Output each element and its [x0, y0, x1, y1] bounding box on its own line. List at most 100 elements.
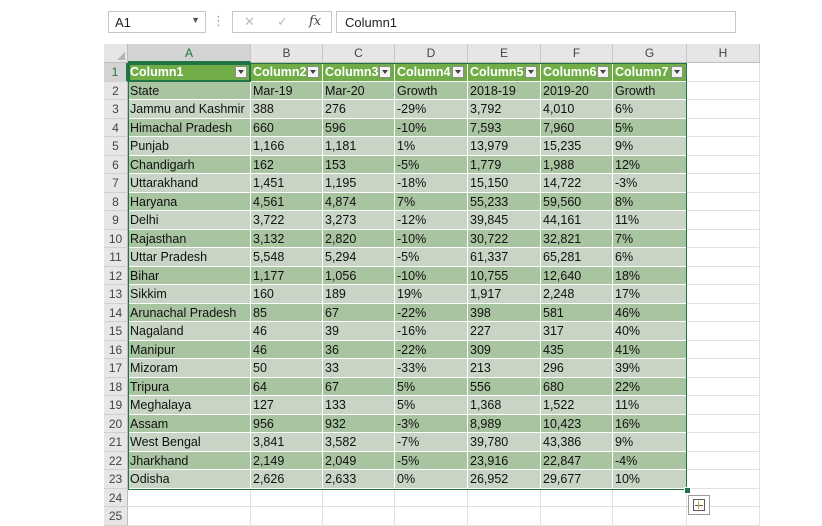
empty-cell[interactable]: [687, 63, 760, 82]
table-cell[interactable]: Mizoram: [128, 359, 251, 378]
empty-cell[interactable]: [251, 488, 323, 507]
filter-dropdown-icon[interactable]: [379, 66, 391, 78]
table-cell[interactable]: 59,560: [541, 192, 613, 211]
table-cell[interactable]: Rajasthan: [128, 229, 251, 248]
table-cell[interactable]: 435: [541, 340, 613, 359]
table-header-cell[interactable]: Column4: [395, 63, 468, 82]
table-cell[interactable]: 7%: [613, 229, 687, 248]
table-cell[interactable]: 3,273: [323, 211, 395, 230]
table-cell[interactable]: 46: [251, 322, 323, 341]
table-cell[interactable]: 5,548: [251, 248, 323, 267]
table-cell[interactable]: 5%: [395, 377, 468, 396]
table-cell[interactable]: Arunachal Pradesh: [128, 303, 251, 322]
table-cell[interactable]: 1,779: [468, 155, 541, 174]
table-cell[interactable]: 36: [323, 340, 395, 359]
table-resize-handle[interactable]: [684, 487, 691, 494]
table-cell[interactable]: -5%: [395, 451, 468, 470]
table-cell[interactable]: -5%: [395, 155, 468, 174]
table-cell[interactable]: -18%: [395, 174, 468, 193]
empty-cell[interactable]: [613, 507, 687, 526]
row-header-1[interactable]: 1: [104, 63, 128, 82]
row-header-3[interactable]: 3: [104, 100, 128, 119]
table-cell[interactable]: 6%: [613, 100, 687, 119]
filter-dropdown-icon[interactable]: [235, 66, 247, 78]
row-header-15[interactable]: 15: [104, 322, 128, 341]
table-cell[interactable]: -22%: [395, 303, 468, 322]
table-cell[interactable]: 2,248: [541, 285, 613, 304]
filter-dropdown-icon[interactable]: [597, 66, 609, 78]
table-cell[interactable]: 9%: [613, 433, 687, 452]
table-cell[interactable]: 276: [323, 100, 395, 119]
table-cell[interactable]: Himachal Pradesh: [128, 118, 251, 137]
table-cell[interactable]: 2,049: [323, 451, 395, 470]
empty-cell[interactable]: [687, 118, 760, 137]
table-header-cell[interactable]: Column6: [541, 63, 613, 82]
row-header-12[interactable]: 12: [104, 266, 128, 285]
table-cell[interactable]: -10%: [395, 266, 468, 285]
empty-cell[interactable]: [687, 451, 760, 470]
table-cell[interactable]: 8,989: [468, 414, 541, 433]
table-cell[interactable]: -12%: [395, 211, 468, 230]
table-cell[interactable]: 127: [251, 396, 323, 415]
table-cell[interactable]: 3,841: [251, 433, 323, 452]
table-cell[interactable]: Nagaland: [128, 322, 251, 341]
row-header-21[interactable]: 21: [104, 433, 128, 452]
table-cell[interactable]: Growth: [395, 81, 468, 100]
table-cell[interactable]: West Bengal: [128, 433, 251, 452]
column-header-d[interactable]: D: [395, 44, 468, 63]
table-cell[interactable]: Mar-19: [251, 81, 323, 100]
table-cell[interactable]: -3%: [613, 174, 687, 193]
table-cell[interactable]: 317: [541, 322, 613, 341]
table-cell[interactable]: Growth: [613, 81, 687, 100]
table-cell[interactable]: 65,281: [541, 248, 613, 267]
row-header-13[interactable]: 13: [104, 285, 128, 304]
empty-cell[interactable]: [613, 488, 687, 507]
table-cell[interactable]: 10%: [613, 470, 687, 489]
table-cell[interactable]: 3,792: [468, 100, 541, 119]
table-cell[interactable]: Haryana: [128, 192, 251, 211]
empty-cell[interactable]: [687, 100, 760, 119]
empty-cell[interactable]: [687, 340, 760, 359]
table-cell[interactable]: Meghalaya: [128, 396, 251, 415]
row-header-23[interactable]: 23: [104, 470, 128, 489]
table-cell[interactable]: 398: [468, 303, 541, 322]
empty-cell[interactable]: [687, 248, 760, 267]
table-cell[interactable]: 32,821: [541, 229, 613, 248]
row-header-7[interactable]: 7: [104, 174, 128, 193]
table-cell[interactable]: 26,952: [468, 470, 541, 489]
table-cell[interactable]: 22%: [613, 377, 687, 396]
table-cell[interactable]: 2,820: [323, 229, 395, 248]
table-cell[interactable]: 1,056: [323, 266, 395, 285]
table-cell[interactable]: 3,132: [251, 229, 323, 248]
column-header-e[interactable]: E: [468, 44, 541, 63]
table-cell[interactable]: 1,368: [468, 396, 541, 415]
table-header-cell[interactable]: Column1: [128, 63, 251, 82]
row-header-20[interactable]: 20: [104, 414, 128, 433]
column-header-g[interactable]: G: [613, 44, 687, 63]
column-header-b[interactable]: B: [251, 44, 323, 63]
table-cell[interactable]: Bihar: [128, 266, 251, 285]
row-header-14[interactable]: 14: [104, 303, 128, 322]
empty-cell[interactable]: [687, 377, 760, 396]
table-cell[interactable]: -5%: [395, 248, 468, 267]
column-header-c[interactable]: C: [323, 44, 395, 63]
table-cell[interactable]: 1,177: [251, 266, 323, 285]
table-cell[interactable]: Manipur: [128, 340, 251, 359]
table-cell[interactable]: 8%: [613, 192, 687, 211]
empty-cell[interactable]: [128, 488, 251, 507]
table-cell[interactable]: 1,181: [323, 137, 395, 156]
table-cell[interactable]: State: [128, 81, 251, 100]
empty-cell[interactable]: [687, 433, 760, 452]
table-cell[interactable]: 43,386: [541, 433, 613, 452]
table-cell[interactable]: -3%: [395, 414, 468, 433]
filter-dropdown-icon[interactable]: [307, 66, 319, 78]
insert-function-icon[interactable]: fx: [309, 14, 322, 29]
empty-cell[interactable]: [468, 488, 541, 507]
table-cell[interactable]: 19%: [395, 285, 468, 304]
table-cell[interactable]: 12%: [613, 155, 687, 174]
table-cell[interactable]: Mar-20: [323, 81, 395, 100]
table-cell[interactable]: 1,917: [468, 285, 541, 304]
table-cell[interactable]: 4,874: [323, 192, 395, 211]
table-cell[interactable]: -33%: [395, 359, 468, 378]
table-cell[interactable]: 2,626: [251, 470, 323, 489]
